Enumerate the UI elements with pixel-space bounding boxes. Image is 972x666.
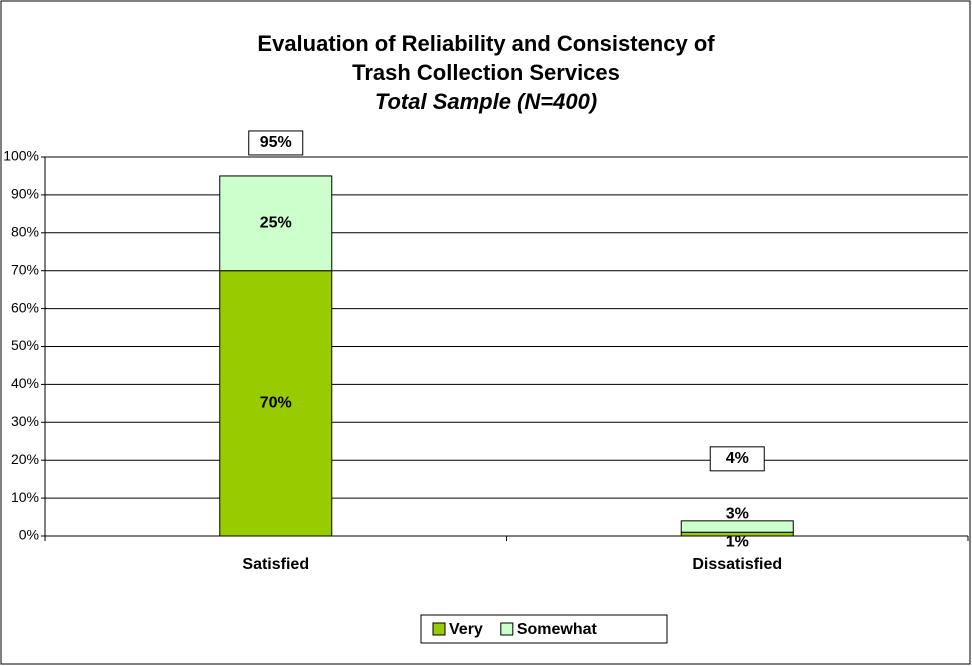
total-label: 95%: [260, 134, 292, 151]
legend-label: Very: [449, 621, 483, 638]
y-tick-label: 90%: [11, 186, 39, 202]
total-label-box: [709, 446, 765, 472]
chart-title: Evaluation of Reliability and Consistenc…: [257, 31, 715, 56]
legend-label: Somewhat: [517, 621, 598, 638]
x-tick-label: Dissatisfied: [692, 556, 782, 573]
y-tick-label: 20%: [11, 451, 39, 467]
y-tick-label: 60%: [11, 299, 39, 315]
bar-segment: [680, 520, 794, 533]
data-label: 1%: [726, 533, 749, 550]
y-tick-label: 80%: [11, 224, 39, 240]
x-tick-label: Satisfied: [242, 556, 309, 573]
legend-box: [420, 614, 668, 644]
bar-segment: [219, 175, 333, 272]
data-label: 70%: [260, 395, 292, 412]
y-tick-label: 50%: [11, 337, 39, 353]
y-tick-label: 70%: [11, 261, 39, 277]
bar-segment: [219, 270, 333, 537]
data-label: 3%: [726, 506, 749, 523]
total-label-box: [248, 130, 304, 156]
y-tick-label: 30%: [11, 413, 39, 429]
chart-subtitle: Total Sample (N=400): [375, 89, 597, 114]
legend-swatch: [500, 622, 514, 636]
y-tick-label: 10%: [11, 489, 39, 505]
chart-title-line2: Trash Collection Services: [352, 60, 620, 85]
y-tick-label: 0%: [19, 527, 39, 543]
data-label: 25%: [260, 215, 292, 232]
total-label: 4%: [726, 450, 749, 467]
y-tick-label: 40%: [11, 375, 39, 391]
y-tick-label: 100%: [3, 148, 39, 164]
legend-swatch: [432, 622, 446, 636]
